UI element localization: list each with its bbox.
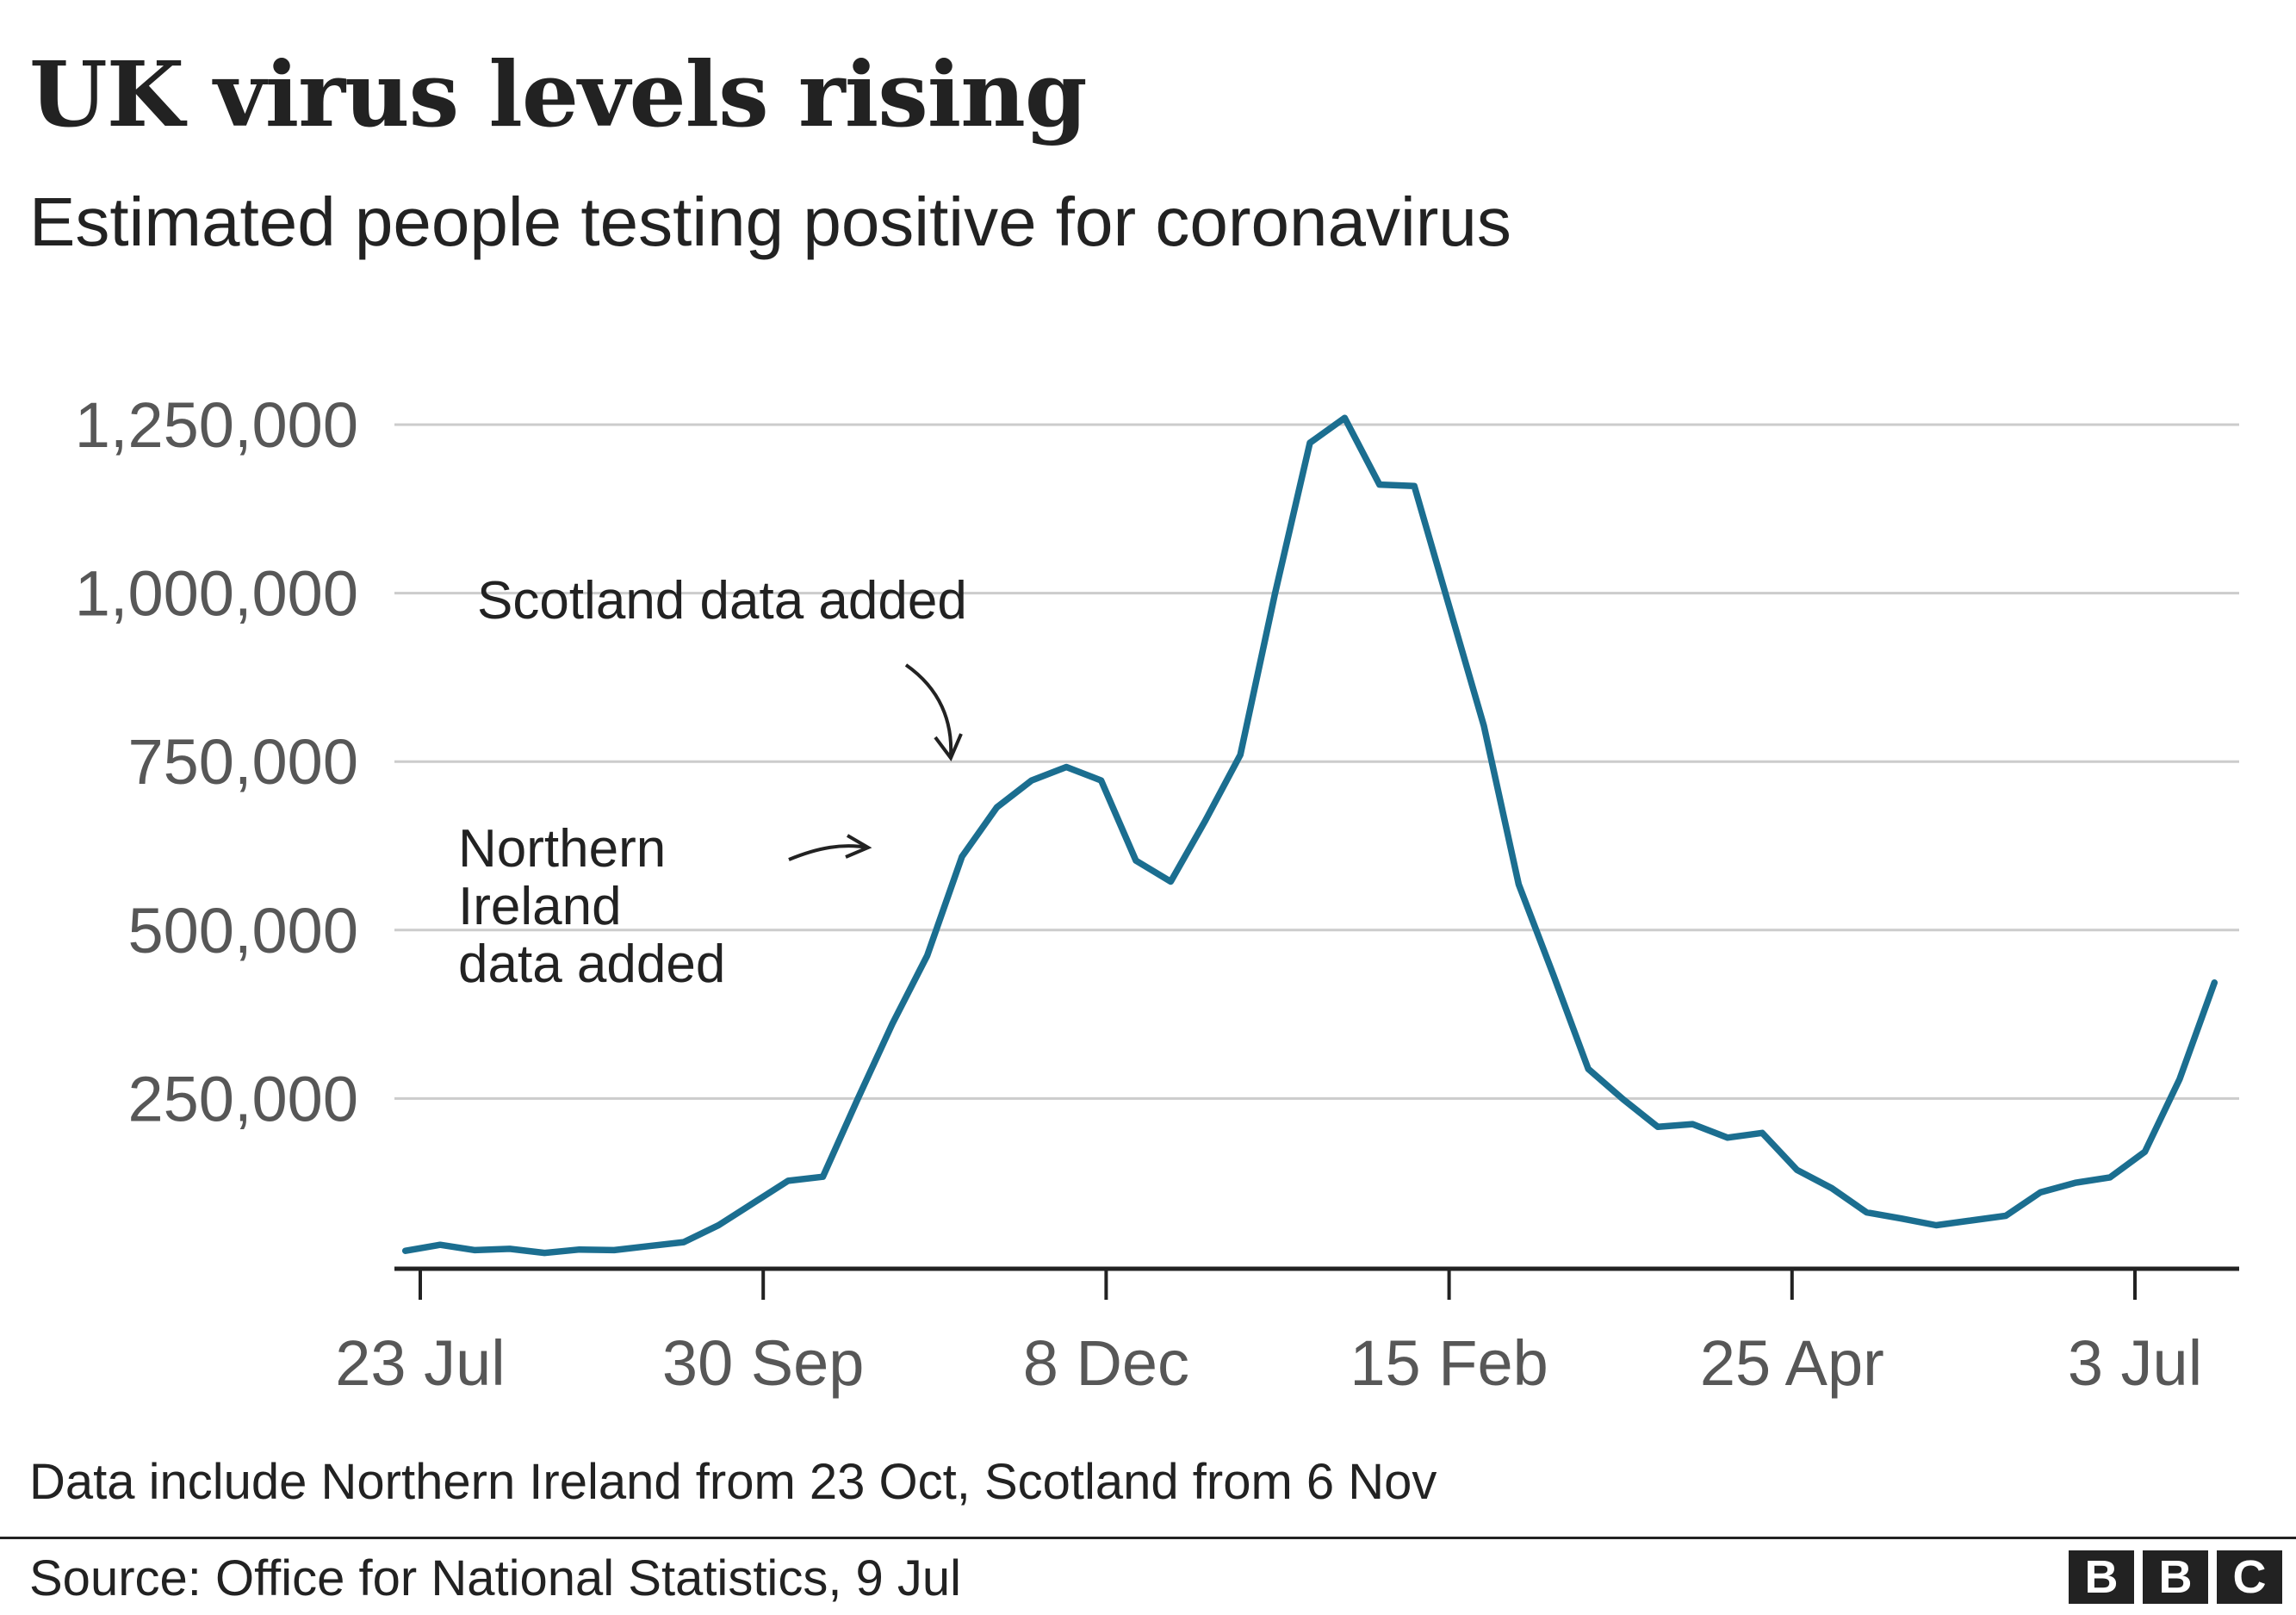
x-tick-label: 30 Sep <box>662 1327 865 1399</box>
x-tick-label: 15 Feb <box>1350 1327 1548 1399</box>
annotations: Scotland data added Northern Ireland dat… <box>458 571 967 994</box>
footer-divider <box>0 1537 2296 1539</box>
annotation-ni-arrowhead <box>845 834 872 859</box>
bbc-logo-letter: B <box>2143 1550 2208 1604</box>
y-tick-label: 250,000 <box>128 1063 359 1134</box>
annotation-ni-line1: Northern <box>458 819 666 879</box>
x-tick-label: 8 Dec <box>1023 1327 1189 1399</box>
chart-title: UK virus levels rising <box>29 41 1088 147</box>
series-line <box>401 414 2218 1257</box>
y-tick-label: 500,000 <box>128 895 359 966</box>
bbc-logo-letter: C <box>2217 1550 2282 1604</box>
y-tick-label: 1,000,000 <box>75 558 358 630</box>
annotation-ni-arrow <box>788 844 869 861</box>
x-tick-label: 3 Jul <box>2068 1327 2202 1399</box>
y-tick-label: 750,000 <box>128 726 359 798</box>
bbc-logo-letter: B <box>2069 1550 2134 1604</box>
annotation-scotland-arrow <box>904 663 953 757</box>
line-chart: 250,000500,000750,0001,000,0001,250,000 … <box>75 389 2239 1399</box>
bbc-logo: B B C <box>2069 1550 2282 1604</box>
data-note: Data include Northern Ireland from 23 Oc… <box>29 1454 1437 1510</box>
annotation-scotland: Scotland data added <box>477 571 967 630</box>
annotation-scotland-arrowhead <box>934 733 963 761</box>
annotation-ni-line3: data added <box>458 935 725 994</box>
x-axis-ticks: 23 Jul 30 Sep 8 Dec 15 Feb 25 Apr 3 Jul <box>335 1269 2202 1399</box>
grid-lines <box>394 423 2239 1100</box>
y-tick-label: 1,250,000 <box>75 389 358 461</box>
source-text: Source: Office for National Statistics, … <box>29 1550 962 1606</box>
x-tick-label: 23 Jul <box>335 1327 505 1399</box>
y-axis-ticks: 250,000 500,000 750,000 1,000,000 1,250,000 <box>75 389 358 1134</box>
annotation-ni-line2: Ireland <box>458 877 622 936</box>
x-tick-label: 25 Apr <box>1700 1327 1884 1399</box>
chart-subtitle: Estimated people testing positive for co… <box>29 183 1511 260</box>
